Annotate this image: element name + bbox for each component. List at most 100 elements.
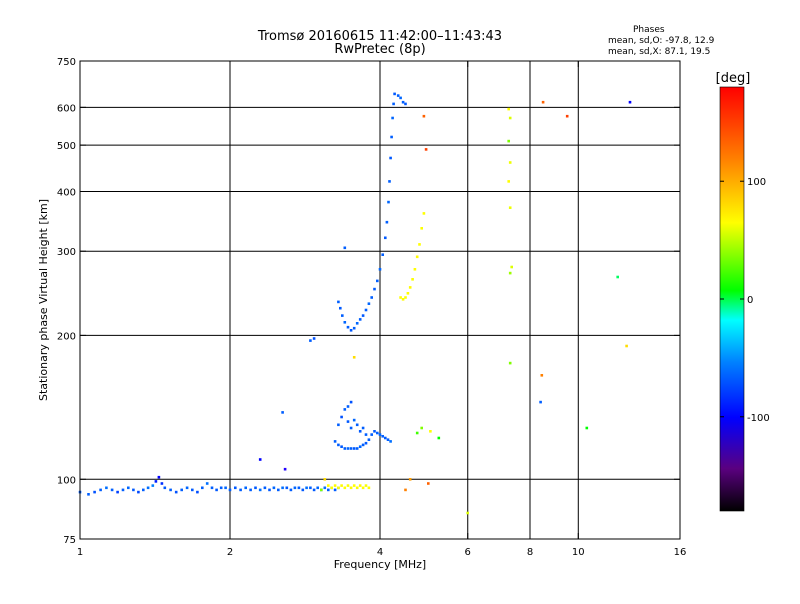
data-point [510, 265, 513, 269]
data-point [105, 486, 108, 490]
data-point [180, 488, 183, 492]
data-point [121, 488, 125, 492]
data-point [127, 486, 130, 490]
data-point [297, 486, 301, 490]
data-point [309, 339, 312, 342]
data-point [263, 486, 267, 490]
data-point [343, 447, 347, 450]
data-point [404, 102, 407, 106]
data-point [93, 490, 96, 494]
data-point [389, 440, 392, 443]
colorbar-tick-label: 0 [747, 295, 753, 306]
data-point [387, 200, 390, 204]
data-point [281, 486, 284, 490]
data-point [427, 482, 430, 485]
data-point [401, 100, 405, 104]
data-point [358, 445, 362, 448]
data-point [376, 279, 379, 283]
data-point [346, 420, 350, 423]
x-axis-label: Frequency [MHz] [334, 558, 426, 571]
data-point [249, 488, 252, 492]
data-point [358, 484, 362, 487]
data-point [352, 418, 356, 422]
y-axis-label: Stationary phase Virtual Height [km] [37, 199, 50, 401]
phases-box-line2: mean, sd,X: 87.1, 19.5 [608, 47, 710, 57]
data-point [346, 447, 350, 450]
data-point [391, 116, 394, 120]
y-tick-label: 500 [57, 141, 76, 152]
data-point [349, 486, 353, 490]
y-tick-label: 200 [57, 331, 76, 342]
data-point [272, 486, 276, 490]
data-point [381, 435, 384, 438]
data-point [293, 486, 297, 490]
data-point [422, 212, 426, 215]
data-point [343, 246, 347, 250]
data-point [404, 296, 407, 299]
data-point [384, 236, 387, 240]
data-point [388, 180, 391, 183]
data-point [376, 431, 379, 435]
data-point [337, 300, 340, 304]
data-point [364, 433, 368, 436]
data-point [191, 488, 194, 492]
data-point [367, 486, 371, 490]
data-point [352, 447, 356, 450]
phases-box-line1: mean, sd,O: -97.8, 12.9 [608, 36, 715, 46]
data-point [301, 488, 305, 492]
data-point [540, 374, 544, 377]
data-points [78, 92, 632, 515]
data-point [396, 94, 400, 97]
data-point [367, 438, 371, 441]
data-point [323, 478, 327, 481]
data-point [386, 438, 390, 441]
data-point [364, 441, 368, 445]
data-point [389, 156, 392, 160]
data-point [381, 253, 384, 256]
data-point [422, 114, 426, 118]
data-point [174, 490, 178, 494]
data-point [196, 490, 199, 494]
data-point [244, 486, 247, 490]
data-point [346, 484, 350, 487]
data-point [508, 206, 512, 209]
data-point [373, 287, 376, 291]
data-point [406, 292, 410, 295]
data-point [340, 445, 343, 448]
data-point [364, 308, 368, 312]
data-point [352, 356, 356, 359]
data-point [234, 486, 237, 490]
data-point [349, 400, 353, 404]
colorbar-tick-label: -100 [747, 413, 770, 424]
data-point [370, 433, 373, 436]
data-point [349, 329, 353, 332]
data-point [210, 486, 214, 490]
data-point [355, 322, 359, 325]
data-point [312, 337, 316, 340]
y-tick-label: 300 [57, 247, 76, 258]
x-tick-label: 1 [77, 547, 83, 558]
data-point [507, 139, 510, 143]
data-point [316, 486, 319, 490]
data-point [429, 430, 432, 433]
data-point [361, 486, 365, 490]
data-point [146, 486, 150, 490]
data-point [116, 490, 119, 494]
data-point [370, 296, 373, 299]
data-point [508, 161, 512, 164]
y-tick-label: 100 [57, 475, 76, 486]
data-point [384, 436, 387, 440]
data-point [333, 484, 337, 487]
x-tick-label: 16 [674, 547, 687, 558]
data-point [327, 488, 330, 492]
data-point [330, 486, 333, 490]
data-point [373, 430, 376, 433]
data-point [333, 488, 337, 492]
data-point [466, 511, 469, 515]
data-point [258, 458, 262, 461]
data-point [355, 447, 359, 450]
x-tick-label: 2 [227, 547, 233, 558]
y-tick-label: 750 [57, 57, 76, 68]
data-point [355, 423, 359, 427]
data-point [323, 486, 327, 490]
